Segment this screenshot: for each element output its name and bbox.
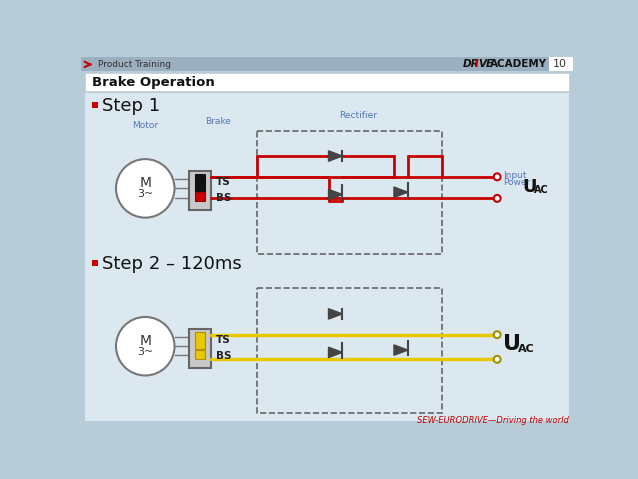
Text: 3~: 3~ [137,189,153,199]
Circle shape [494,331,501,338]
Polygon shape [329,189,343,200]
Polygon shape [329,347,343,358]
Text: Power: Power [503,179,531,187]
Bar [92,102,98,108]
Text: BS: BS [216,194,232,204]
Circle shape [494,195,501,202]
Bar [549,57,573,71]
Text: 3~: 3~ [137,347,153,357]
Text: ACADEMY: ACADEMY [490,59,547,69]
Text: Input: Input [503,171,527,180]
Text: Rectifier: Rectifier [339,111,378,120]
Text: TS: TS [216,177,231,187]
Bar [189,171,211,210]
Text: U: U [523,178,537,196]
Text: SEW-EURODRIVE—Driving the world: SEW-EURODRIVE—Driving the world [417,416,568,425]
Bar [195,174,205,191]
Bar [195,331,205,349]
Text: M: M [139,176,151,190]
Bar [189,329,211,368]
Text: Product Training: Product Training [98,60,171,69]
Bar [92,260,98,266]
Text: Motor: Motor [132,121,158,130]
Text: Brake Operation: Brake Operation [92,76,215,89]
Text: DR: DR [463,59,480,69]
Bar [85,93,568,421]
Text: I: I [475,59,478,69]
Bar [82,57,573,71]
Bar [257,131,441,254]
Text: Brake: Brake [205,117,232,126]
Text: 10: 10 [553,59,567,69]
Polygon shape [329,308,343,319]
Text: TS: TS [216,335,231,345]
Circle shape [494,356,501,363]
Polygon shape [329,151,343,161]
Text: Step 2 – 120ms: Step 2 – 120ms [102,255,242,273]
Bar [85,73,568,91]
Polygon shape [394,187,408,197]
Bar [257,288,441,413]
Bar [195,192,205,202]
Circle shape [494,173,501,180]
Circle shape [116,317,175,376]
Circle shape [116,159,175,217]
Text: AC: AC [534,185,549,195]
Text: Step 1: Step 1 [102,97,160,115]
Text: BS: BS [216,351,232,361]
Text: AC: AC [518,343,535,354]
Polygon shape [394,345,408,355]
Bar [195,350,205,359]
Text: M: M [139,334,151,348]
Text: VE: VE [478,59,494,69]
Text: U: U [503,334,521,354]
